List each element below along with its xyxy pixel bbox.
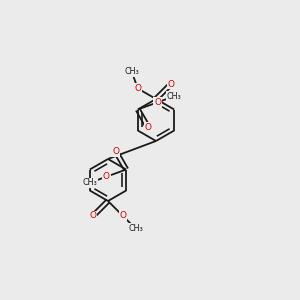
Text: O: O (90, 211, 97, 220)
Text: CH₃: CH₃ (124, 67, 139, 76)
Text: O: O (167, 80, 174, 89)
Text: CH₃: CH₃ (128, 224, 143, 233)
Text: O: O (154, 98, 161, 107)
Text: CH₃: CH₃ (167, 92, 182, 101)
Text: O: O (103, 172, 110, 181)
Text: O: O (145, 123, 152, 132)
Text: O: O (119, 211, 126, 220)
Text: CH₃: CH₃ (82, 178, 97, 187)
Text: O: O (134, 84, 141, 93)
Text: O: O (112, 147, 119, 156)
